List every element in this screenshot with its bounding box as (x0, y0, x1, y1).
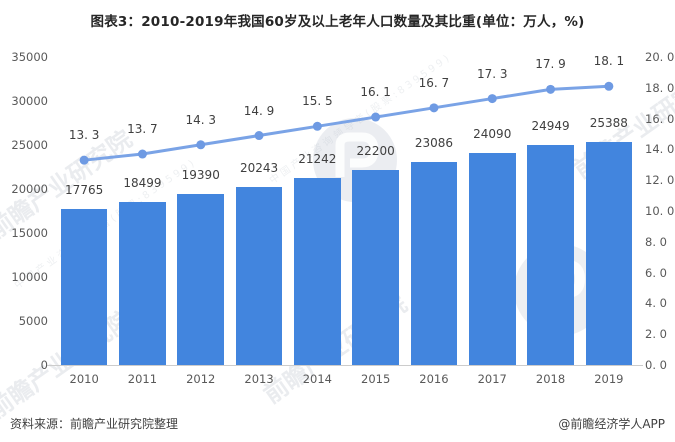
bar-label-2010: 17765 (65, 182, 104, 197)
bar-2013 (235, 186, 283, 365)
line-label-2017: 17. 3 (476, 66, 508, 81)
bar-label-2018: 24949 (531, 119, 570, 134)
line-label-2011: 13. 7 (127, 122, 158, 137)
line-point-2012 (196, 140, 206, 150)
bar-label-2016: 23086 (414, 135, 454, 150)
line-label-2014: 15. 5 (302, 94, 333, 109)
y-axis-left-tick: 20000 (11, 182, 48, 196)
y-axis-left-tick: 10000 (11, 270, 48, 284)
bar-label-2013: 20243 (239, 160, 279, 175)
line-point-2014 (312, 121, 322, 131)
bar-label-2012: 19390 (181, 168, 220, 183)
y-axis-left-tick: 0 (40, 358, 48, 372)
x-axis-label-2018: 2018 (535, 372, 566, 386)
bar-2012 (177, 194, 225, 365)
bar-2017 (468, 153, 516, 365)
x-axis-label-2016: 2016 (419, 372, 449, 386)
y-axis-left-tick: 5000 (18, 314, 48, 328)
line-point-2011 (137, 149, 147, 159)
line-point-2016 (429, 103, 439, 113)
y-axis-right-tick: 10. 0 (645, 204, 675, 218)
line-label-2013: 14. 9 (243, 103, 275, 118)
x-axis-label-2017: 2017 (477, 372, 507, 386)
x-axis-label-2010: 2010 (69, 372, 99, 386)
chart-title: 图表3：2010-2019年我国60岁及以上老年人口数量及其比重(单位：万人，%… (90, 14, 585, 30)
line-point-2017 (487, 94, 497, 104)
line-label-2010: 13. 3 (68, 128, 100, 143)
bar-label-2015: 22200 (356, 143, 395, 158)
source-note: 资料来源：前瞻产业研究院整理 (10, 417, 179, 431)
line-label-2016: 16. 7 (418, 75, 450, 90)
line-label-2015: 16. 1 (360, 85, 391, 100)
line-point-2018 (546, 84, 556, 94)
y-axis-right-tick: 4. 0 (645, 296, 667, 311)
line-point-2015 (371, 112, 381, 122)
bar-2011 (119, 202, 166, 365)
y-axis-right-tick: 16. 0 (645, 111, 675, 126)
y-axis-right-tick: 0. 0 (645, 358, 667, 372)
bar-label-2019: 25388 (589, 115, 628, 130)
y-axis-right-tick: 20. 0 (645, 50, 675, 64)
line-point-2013 (254, 131, 264, 141)
bar-2015 (352, 169, 399, 365)
bar-label-2014: 21242 (298, 152, 337, 167)
bar-2018 (527, 145, 574, 365)
x-axis-label-2013: 2013 (244, 372, 274, 386)
x-axis-line (47, 365, 643, 366)
bar-2019 (585, 141, 633, 365)
y-axis-left-tick: 35000 (11, 50, 48, 64)
y-axis-left-tick: 15000 (11, 226, 48, 240)
x-axis-label-2012: 2012 (186, 372, 216, 386)
y-axis-right-tick: 14. 0 (645, 142, 675, 157)
bar-2014 (294, 178, 341, 365)
bar-2016 (410, 161, 458, 365)
y-axis-right-tick: 6. 0 (645, 265, 667, 280)
y-axis-left-tick: 30000 (11, 94, 48, 108)
x-axis-label-2019: 2019 (594, 372, 624, 386)
line-point-2010 (79, 155, 89, 165)
credit-note: @前瞻经济学人APP (558, 417, 665, 431)
y-axis-right-tick: 18. 0 (645, 80, 675, 95)
bar-2010 (60, 208, 108, 365)
line-point-2019 (604, 81, 614, 91)
line-label-2012: 14. 3 (185, 112, 217, 127)
x-axis-label-2011: 2011 (127, 372, 158, 386)
bar-label-2011: 18499 (123, 176, 162, 191)
y-axis-right-tick: 2. 0 (645, 327, 667, 342)
y-axis-left-tick: 25000 (11, 138, 48, 152)
y-axis-right-tick: 8. 0 (645, 234, 667, 249)
bar-label-2017: 24090 (473, 127, 512, 141)
x-axis-label-2014: 2014 (302, 372, 332, 386)
line-label-2019: 18. 1 (593, 54, 625, 69)
x-axis-label-2015: 2015 (361, 372, 391, 386)
line-label-2018: 17. 9 (535, 57, 566, 72)
y-axis-right-tick: 12. 0 (645, 173, 675, 188)
